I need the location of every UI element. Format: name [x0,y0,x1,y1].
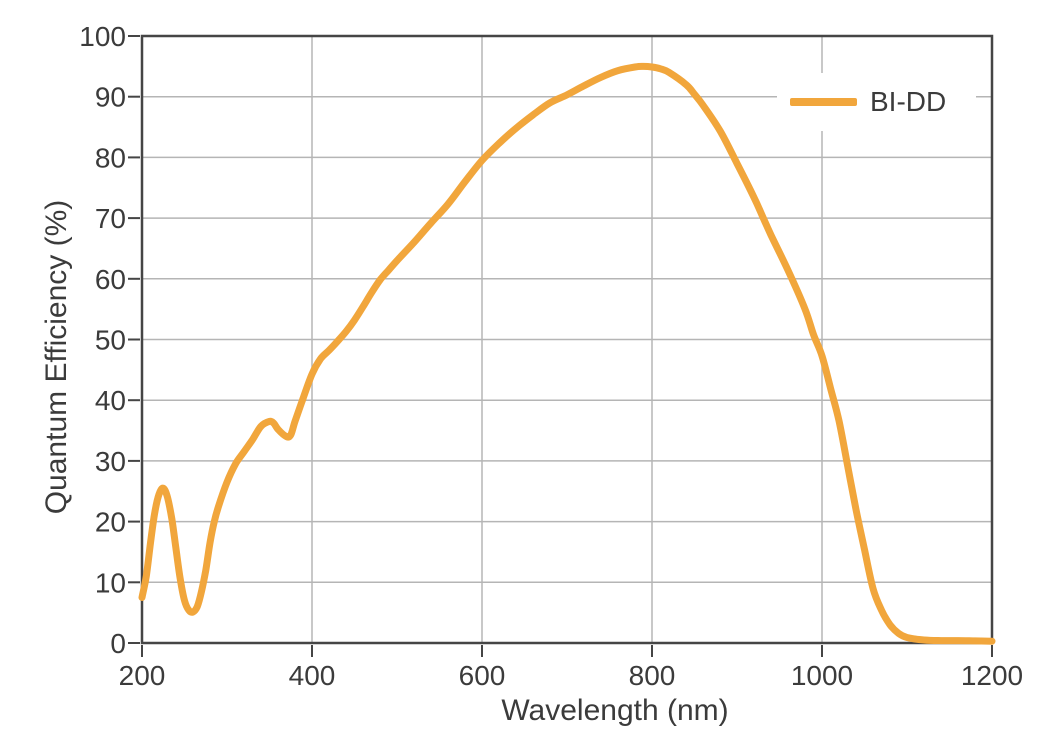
x-axis-title: Wavelength (nm) [501,694,729,727]
y-axis-title: Quantum Efficiency (%) [40,199,73,515]
x-tick-label: 1000 [791,660,853,691]
legend-line-swatch [790,98,857,106]
y-tick-label: 30 [95,446,126,477]
qe-curve [138,62,996,645]
y-tick-label: 70 [95,203,126,234]
x-tick-label: 600 [459,660,506,691]
x-tick-label: 200 [119,660,166,691]
x-tick-label: 400 [289,660,336,691]
y-tick-label: 80 [95,142,126,173]
y-tick-label: 10 [95,567,126,598]
y-tick-label: 40 [95,385,126,416]
y-tick-label: 20 [95,507,126,538]
legend: BI-DD [777,73,976,131]
y-tick-label: 60 [95,264,126,295]
legend-label: BI-DD [870,86,947,117]
y-tick-label: 50 [95,325,126,356]
y-tick-label: 0 [110,628,126,659]
y-tick-label: 90 [95,82,126,113]
x-tick-label: 800 [629,660,676,691]
x-tick-label: 1200 [961,660,1023,691]
y-tick-label: 100 [79,21,126,52]
plot-frame [140,34,994,645]
